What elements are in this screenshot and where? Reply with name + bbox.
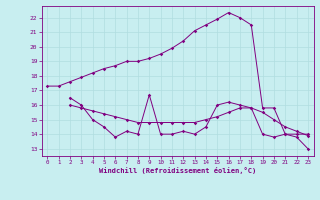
X-axis label: Windchill (Refroidissement éolien,°C): Windchill (Refroidissement éolien,°C)	[99, 167, 256, 174]
